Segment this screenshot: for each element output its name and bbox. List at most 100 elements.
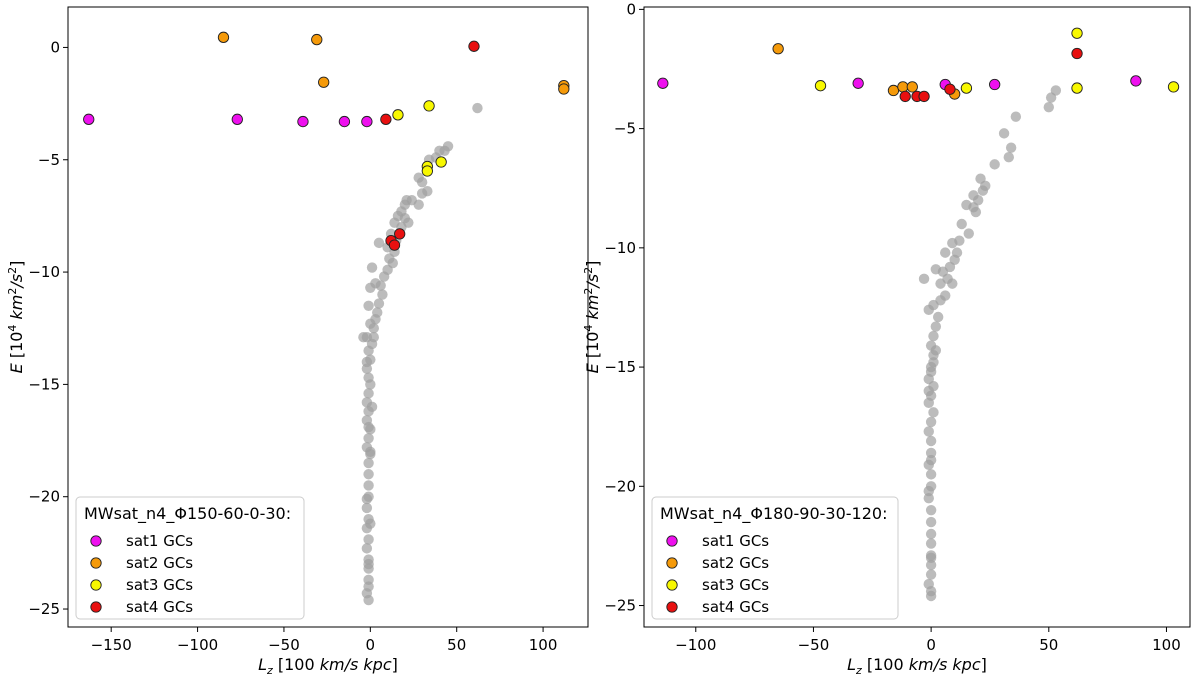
y-tick-label: −5 (614, 120, 636, 138)
background-point (363, 421, 374, 433)
series-sat3-point (392, 109, 404, 121)
background-point (416, 188, 428, 199)
background-point (363, 469, 374, 480)
series-sat4-point (944, 83, 956, 95)
legend-label-sat3: sat3 GCs (126, 576, 193, 594)
series-sat4-point (380, 113, 392, 125)
series-sat4-point (1071, 47, 1083, 60)
series-sat2-point (311, 33, 323, 46)
background-point (363, 480, 374, 491)
x-tick-label: 0 (926, 636, 936, 654)
series-sat1-point (361, 115, 373, 128)
y-tick-label: −20 (28, 488, 60, 506)
x-tick-label: −150 (91, 636, 132, 654)
legend-label-sat1: sat1 GCs (126, 532, 193, 550)
background-point (998, 128, 1010, 139)
background-point (923, 493, 934, 504)
background-point (366, 401, 378, 413)
series-sat3-point (421, 165, 433, 177)
y-tick-label: −25 (28, 600, 60, 618)
background-point (1010, 111, 1022, 122)
legend: MWsat_n4_Φ180-90-30-120: sat1 GCs sat2 GCs… (651, 496, 899, 620)
y-axis-label: E [104 km2/s2] (582, 261, 602, 374)
series-sat2-point (217, 31, 230, 43)
x-tick-label: −100 (675, 636, 716, 654)
background-point (925, 559, 937, 571)
y-tick-label: −5 (38, 151, 60, 169)
legend-marker-sat2 (666, 557, 678, 569)
y-axis-label: E [104 km2/s2] (6, 261, 26, 374)
series-sat1-point (338, 115, 351, 128)
series-sat3-point (435, 156, 447, 168)
background-point (925, 447, 937, 459)
series-sat3-point (423, 100, 435, 112)
background-point (923, 385, 934, 397)
background-point (363, 388, 374, 399)
legend-marker-sat4 (666, 601, 678, 613)
x-axis-label: Lz [100 km/s kpc] (847, 655, 987, 677)
background-point (366, 262, 378, 273)
legend-title: MWsat_n4_Φ180-90-30-120: (660, 504, 887, 524)
series-sat2-point (558, 83, 570, 95)
series-sat1-point (83, 113, 95, 125)
series-sat3-point (1071, 82, 1083, 94)
background-point (1003, 152, 1014, 163)
background-point (925, 516, 937, 528)
background-point (365, 318, 376, 329)
background-point (1043, 101, 1054, 113)
background-point (925, 538, 937, 549)
background-point (930, 321, 942, 332)
background-point (928, 299, 939, 311)
x-tick-label: 100 (1152, 636, 1181, 654)
background-point (363, 433, 374, 444)
background-point (970, 206, 982, 218)
chart-panel-1: −150 −100 −50 0 50 100 0 −5 −10 −15 −20 −25 Lz [100 … (6, 6, 589, 677)
background-point (363, 457, 374, 469)
series-sat4-point (918, 90, 930, 103)
chart-panel-2: −100 −50 0 50 100 0 −5 −10 −15 −20 −25 Lz [100 km/s… (582, 0, 1191, 677)
background-point (377, 289, 388, 300)
background-point (918, 273, 930, 285)
background-point (1045, 92, 1057, 103)
series-sat3 (392, 100, 447, 177)
background-points (918, 85, 1062, 602)
y-tick-label: −10 (604, 239, 636, 257)
plot-frame (643, 6, 1191, 628)
y-tick-label: −10 (28, 263, 60, 281)
background-point (961, 199, 972, 211)
series-sat1-point (852, 77, 864, 89)
legend-label-sat1: sat1 GCs (702, 532, 769, 550)
background-point (925, 361, 937, 373)
background-point (947, 237, 958, 249)
x-tick-label: −50 (268, 636, 300, 654)
plot-frame (67, 6, 589, 628)
background-point (378, 271, 390, 282)
series-sat4-point (394, 228, 406, 240)
series-sat1-point (657, 77, 669, 89)
series-sat3-point (1071, 27, 1083, 39)
background-point (361, 502, 373, 514)
background-point (363, 534, 374, 545)
background-point (925, 454, 937, 466)
background-point (932, 311, 944, 323)
legend-marker-sat1 (90, 535, 102, 547)
background-point (1005, 142, 1017, 153)
background-point (989, 159, 1000, 170)
background-points (358, 102, 483, 606)
series-sat3-point (814, 80, 827, 92)
y-tick-label: −20 (604, 477, 636, 495)
legend-marker-sat3 (666, 579, 678, 591)
background-point (928, 349, 939, 361)
series-sat2-point (318, 76, 330, 88)
x-axis-label: Lz [100 km/s kpc] (258, 655, 398, 677)
background-point (923, 426, 934, 437)
series-sat1-point (1130, 75, 1142, 87)
series-sat2-point (887, 84, 900, 97)
legend-title: MWsat_n4_Φ150-60-0-30: (84, 504, 291, 524)
legend-label-sat2: sat2 GCs (126, 554, 193, 572)
series-sat2-point (772, 43, 784, 55)
background-point (940, 247, 951, 258)
x-tick-label: 50 (1039, 636, 1058, 654)
background-point (370, 278, 381, 289)
y-tick-label: 0 (626, 0, 636, 18)
